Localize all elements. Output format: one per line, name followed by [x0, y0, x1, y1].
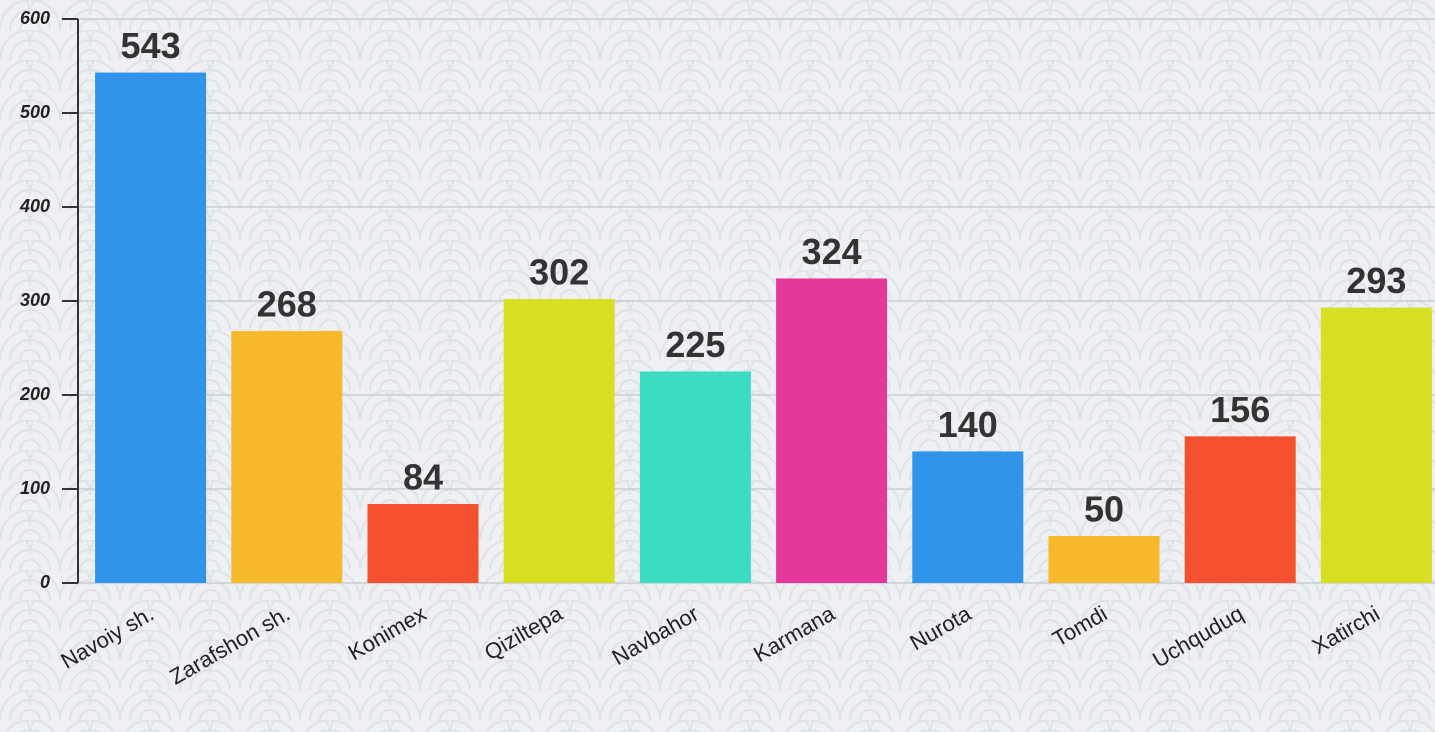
- bar: [95, 72, 207, 583]
- y-tick-label: 100: [20, 478, 50, 498]
- bar: [1320, 307, 1432, 583]
- value-label: 543: [121, 25, 181, 66]
- value-label: 293: [1346, 260, 1406, 301]
- y-tick-label: 0: [40, 572, 50, 592]
- y-tick-label: 500: [20, 102, 50, 122]
- value-label: 156: [1210, 389, 1270, 430]
- y-tick-label: 400: [19, 196, 50, 216]
- value-label: 268: [257, 284, 317, 325]
- value-label: 324: [802, 231, 862, 272]
- bar: [231, 331, 343, 583]
- bar: [367, 504, 479, 583]
- value-label: 140: [938, 404, 998, 445]
- value-label: 225: [665, 324, 725, 365]
- y-tick-label: 200: [19, 384, 50, 404]
- bar: [1184, 436, 1296, 583]
- y-tick-label: 600: [20, 8, 50, 28]
- value-label: 50: [1084, 489, 1124, 530]
- y-tick-label: 300: [20, 290, 50, 310]
- bar: [776, 278, 888, 583]
- value-label: 84: [403, 457, 443, 498]
- value-label: 302: [529, 252, 589, 293]
- bar: [1048, 536, 1160, 583]
- bar: [639, 371, 751, 583]
- bar: [912, 451, 1024, 583]
- bar: [503, 299, 615, 583]
